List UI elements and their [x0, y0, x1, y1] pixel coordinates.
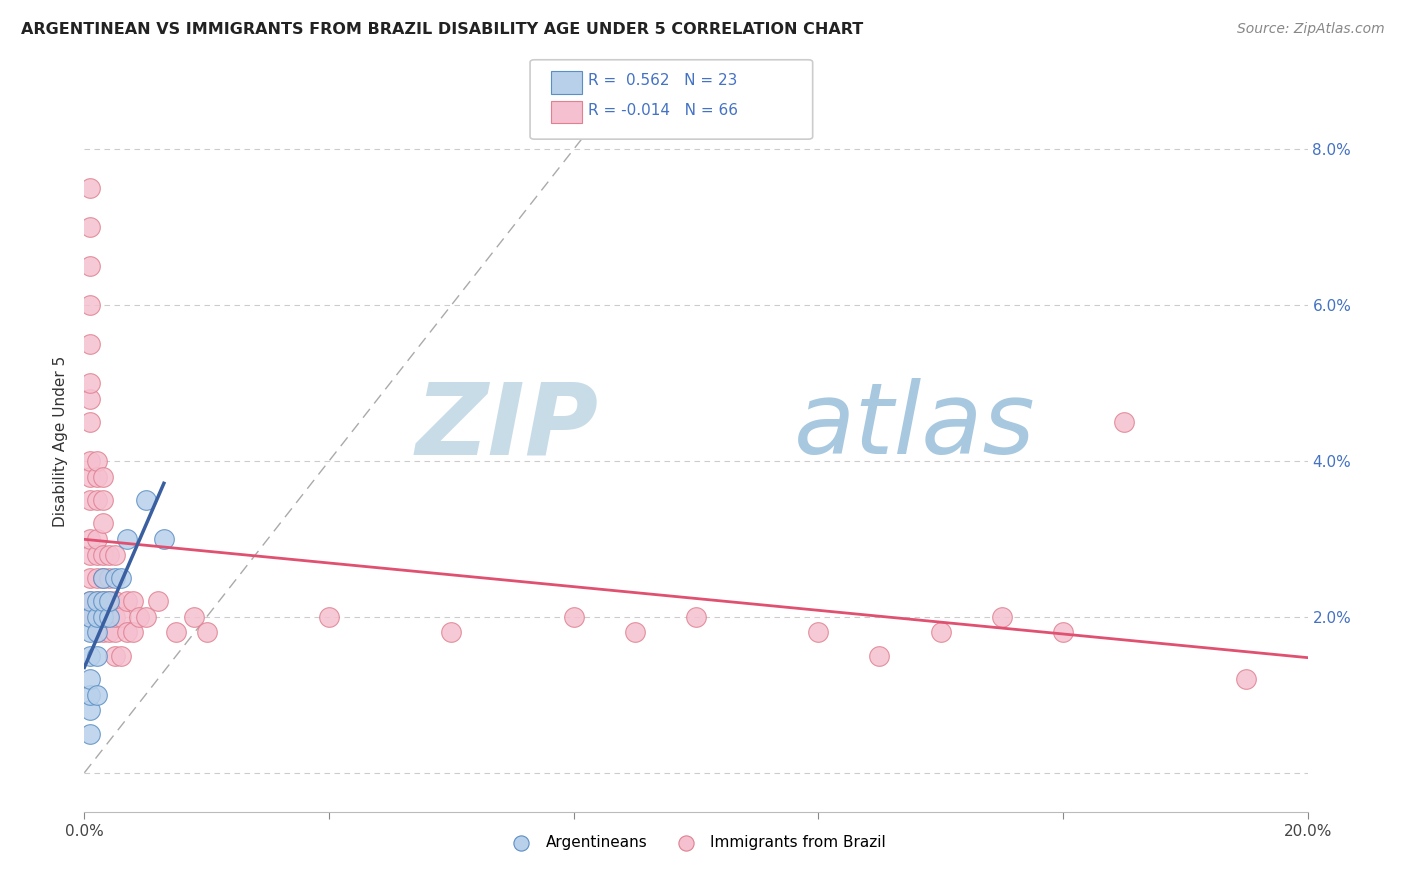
Point	[122, 625, 145, 640]
Point	[929, 625, 952, 640]
Point	[685, 610, 707, 624]
Point	[86, 571, 108, 585]
Point	[104, 571, 127, 585]
Point	[115, 594, 138, 608]
Point	[86, 532, 108, 546]
Point	[79, 392, 101, 406]
Text: R =  0.562   N = 23: R = 0.562 N = 23	[588, 73, 737, 88]
Point	[97, 610, 120, 624]
Point	[97, 594, 120, 608]
Point	[991, 610, 1014, 624]
Point	[104, 610, 127, 624]
Point	[91, 571, 114, 585]
Point	[79, 610, 101, 624]
Point	[79, 415, 101, 429]
Point	[624, 625, 647, 640]
Point	[135, 610, 157, 624]
Point	[97, 625, 120, 640]
Point	[153, 532, 176, 546]
Point	[91, 469, 114, 483]
Point	[562, 610, 585, 624]
Point	[79, 594, 101, 608]
Point	[86, 625, 108, 640]
Point	[146, 594, 169, 608]
Point	[104, 594, 127, 608]
Point	[79, 703, 101, 717]
Point	[79, 259, 101, 273]
Point	[183, 610, 205, 624]
Point	[86, 454, 108, 468]
Y-axis label: Disability Age Under 5: Disability Age Under 5	[53, 356, 69, 527]
Point	[86, 648, 108, 663]
Point	[1052, 625, 1074, 640]
Text: R = -0.014   N = 66: R = -0.014 N = 66	[588, 103, 738, 119]
Point	[79, 548, 101, 562]
Legend: Argentineans, Immigrants from Brazil: Argentineans, Immigrants from Brazil	[501, 829, 891, 856]
Point	[165, 625, 187, 640]
Point	[97, 548, 120, 562]
Text: ARGENTINEAN VS IMMIGRANTS FROM BRAZIL DISABILITY AGE UNDER 5 CORRELATION CHART: ARGENTINEAN VS IMMIGRANTS FROM BRAZIL DI…	[21, 22, 863, 37]
Point	[79, 610, 101, 624]
Point	[86, 493, 108, 508]
Point	[79, 625, 101, 640]
Point	[86, 469, 108, 483]
Point	[1114, 415, 1136, 429]
Point	[91, 493, 114, 508]
Point	[91, 610, 114, 624]
Point	[86, 594, 108, 608]
Point	[104, 648, 127, 663]
Point	[79, 688, 101, 702]
Point	[128, 610, 150, 624]
Point	[86, 594, 108, 608]
Point	[97, 594, 120, 608]
Point	[440, 625, 463, 640]
Text: atlas: atlas	[794, 378, 1035, 475]
Point	[97, 571, 120, 585]
Point	[86, 548, 108, 562]
Point	[79, 648, 101, 663]
Point	[79, 454, 101, 468]
Point	[195, 625, 218, 640]
Point	[79, 376, 101, 390]
Point	[110, 571, 132, 585]
Point	[86, 625, 108, 640]
Point	[807, 625, 830, 640]
Point	[91, 625, 114, 640]
Point	[79, 532, 101, 546]
Point	[115, 625, 138, 640]
Point	[79, 594, 101, 608]
Point	[86, 610, 108, 624]
Text: ZIP: ZIP	[415, 378, 598, 475]
Point	[91, 516, 114, 531]
Point	[104, 548, 127, 562]
Point	[79, 672, 101, 686]
Point	[79, 298, 101, 312]
Point	[91, 610, 114, 624]
Point	[79, 571, 101, 585]
Point	[91, 594, 114, 608]
Point	[110, 648, 132, 663]
Point	[79, 727, 101, 741]
Point	[104, 625, 127, 640]
Point	[135, 493, 157, 508]
Point	[79, 493, 101, 508]
Point	[110, 610, 132, 624]
Point	[79, 469, 101, 483]
Point	[1236, 672, 1258, 686]
Point	[91, 594, 114, 608]
Text: Source: ZipAtlas.com: Source: ZipAtlas.com	[1237, 22, 1385, 37]
Point	[79, 181, 101, 195]
Point	[79, 220, 101, 235]
Point	[91, 548, 114, 562]
Point	[91, 571, 114, 585]
Point	[318, 610, 340, 624]
Point	[115, 532, 138, 546]
Point	[869, 648, 891, 663]
Point	[122, 594, 145, 608]
Point	[79, 337, 101, 351]
Point	[86, 688, 108, 702]
Point	[97, 610, 120, 624]
